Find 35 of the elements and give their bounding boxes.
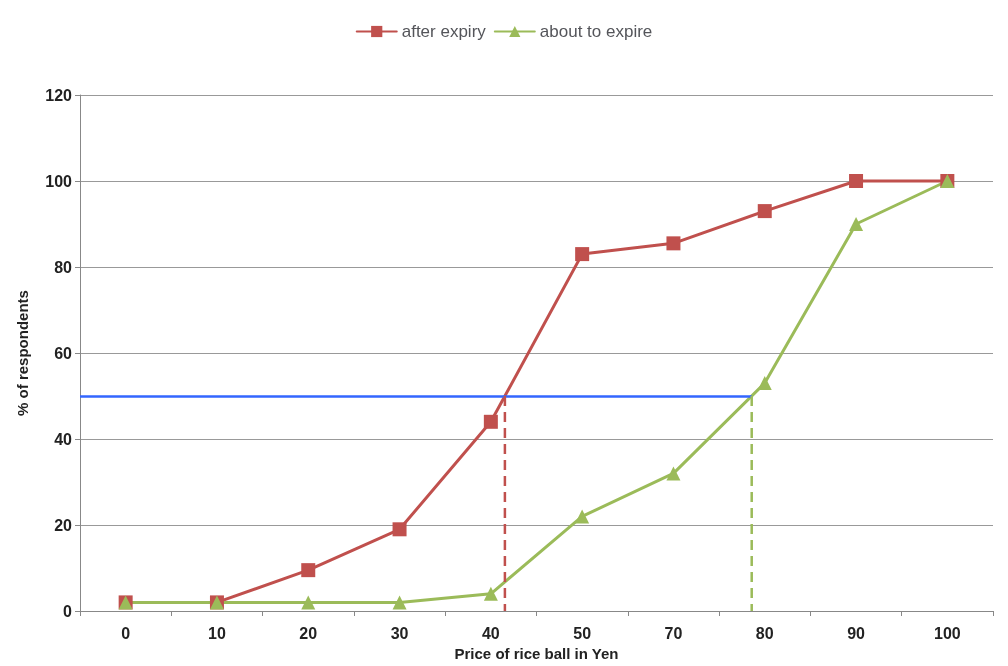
point: [392, 522, 407, 537]
y-tick-label: 20: [54, 516, 73, 534]
y-tick-label: 60: [54, 344, 73, 362]
y-tick-label: 40: [54, 430, 73, 448]
x-tick-label: 90: [847, 624, 866, 642]
point: [849, 174, 864, 188]
point: [757, 376, 772, 391]
point: [301, 595, 316, 610]
point: [849, 217, 864, 231]
x-tick-label: 40: [481, 624, 500, 642]
x-tick-label: 20: [299, 624, 318, 642]
point: [392, 595, 407, 610]
x-tick-label: 70: [664, 624, 683, 642]
y-tick-label: 0: [63, 602, 73, 620]
point: [483, 586, 498, 601]
point: [666, 466, 681, 481]
point: [575, 509, 590, 524]
x-tick-label: 100: [934, 624, 961, 642]
legend-label: about to expire: [539, 22, 653, 41]
point: [483, 414, 498, 429]
y-tick-label: 120: [45, 86, 73, 104]
x-tick-label: 0: [121, 624, 131, 642]
point: [575, 247, 590, 262]
x-tick-label: 50: [573, 624, 592, 642]
point: [757, 204, 772, 219]
y-tick-label: 100: [45, 172, 73, 190]
legend-label: after expiry: [401, 22, 487, 41]
x-tick-label: 10: [208, 624, 226, 642]
x-tick-label: 30: [390, 624, 409, 642]
x-tick-label: 80: [755, 624, 774, 642]
point: [301, 563, 316, 578]
y-tick-label: 80: [54, 258, 73, 276]
point: [666, 236, 681, 251]
y-axis-title: % of respondents: [14, 290, 31, 416]
x-axis-title: Price of rice ball in Yen: [454, 644, 619, 662]
